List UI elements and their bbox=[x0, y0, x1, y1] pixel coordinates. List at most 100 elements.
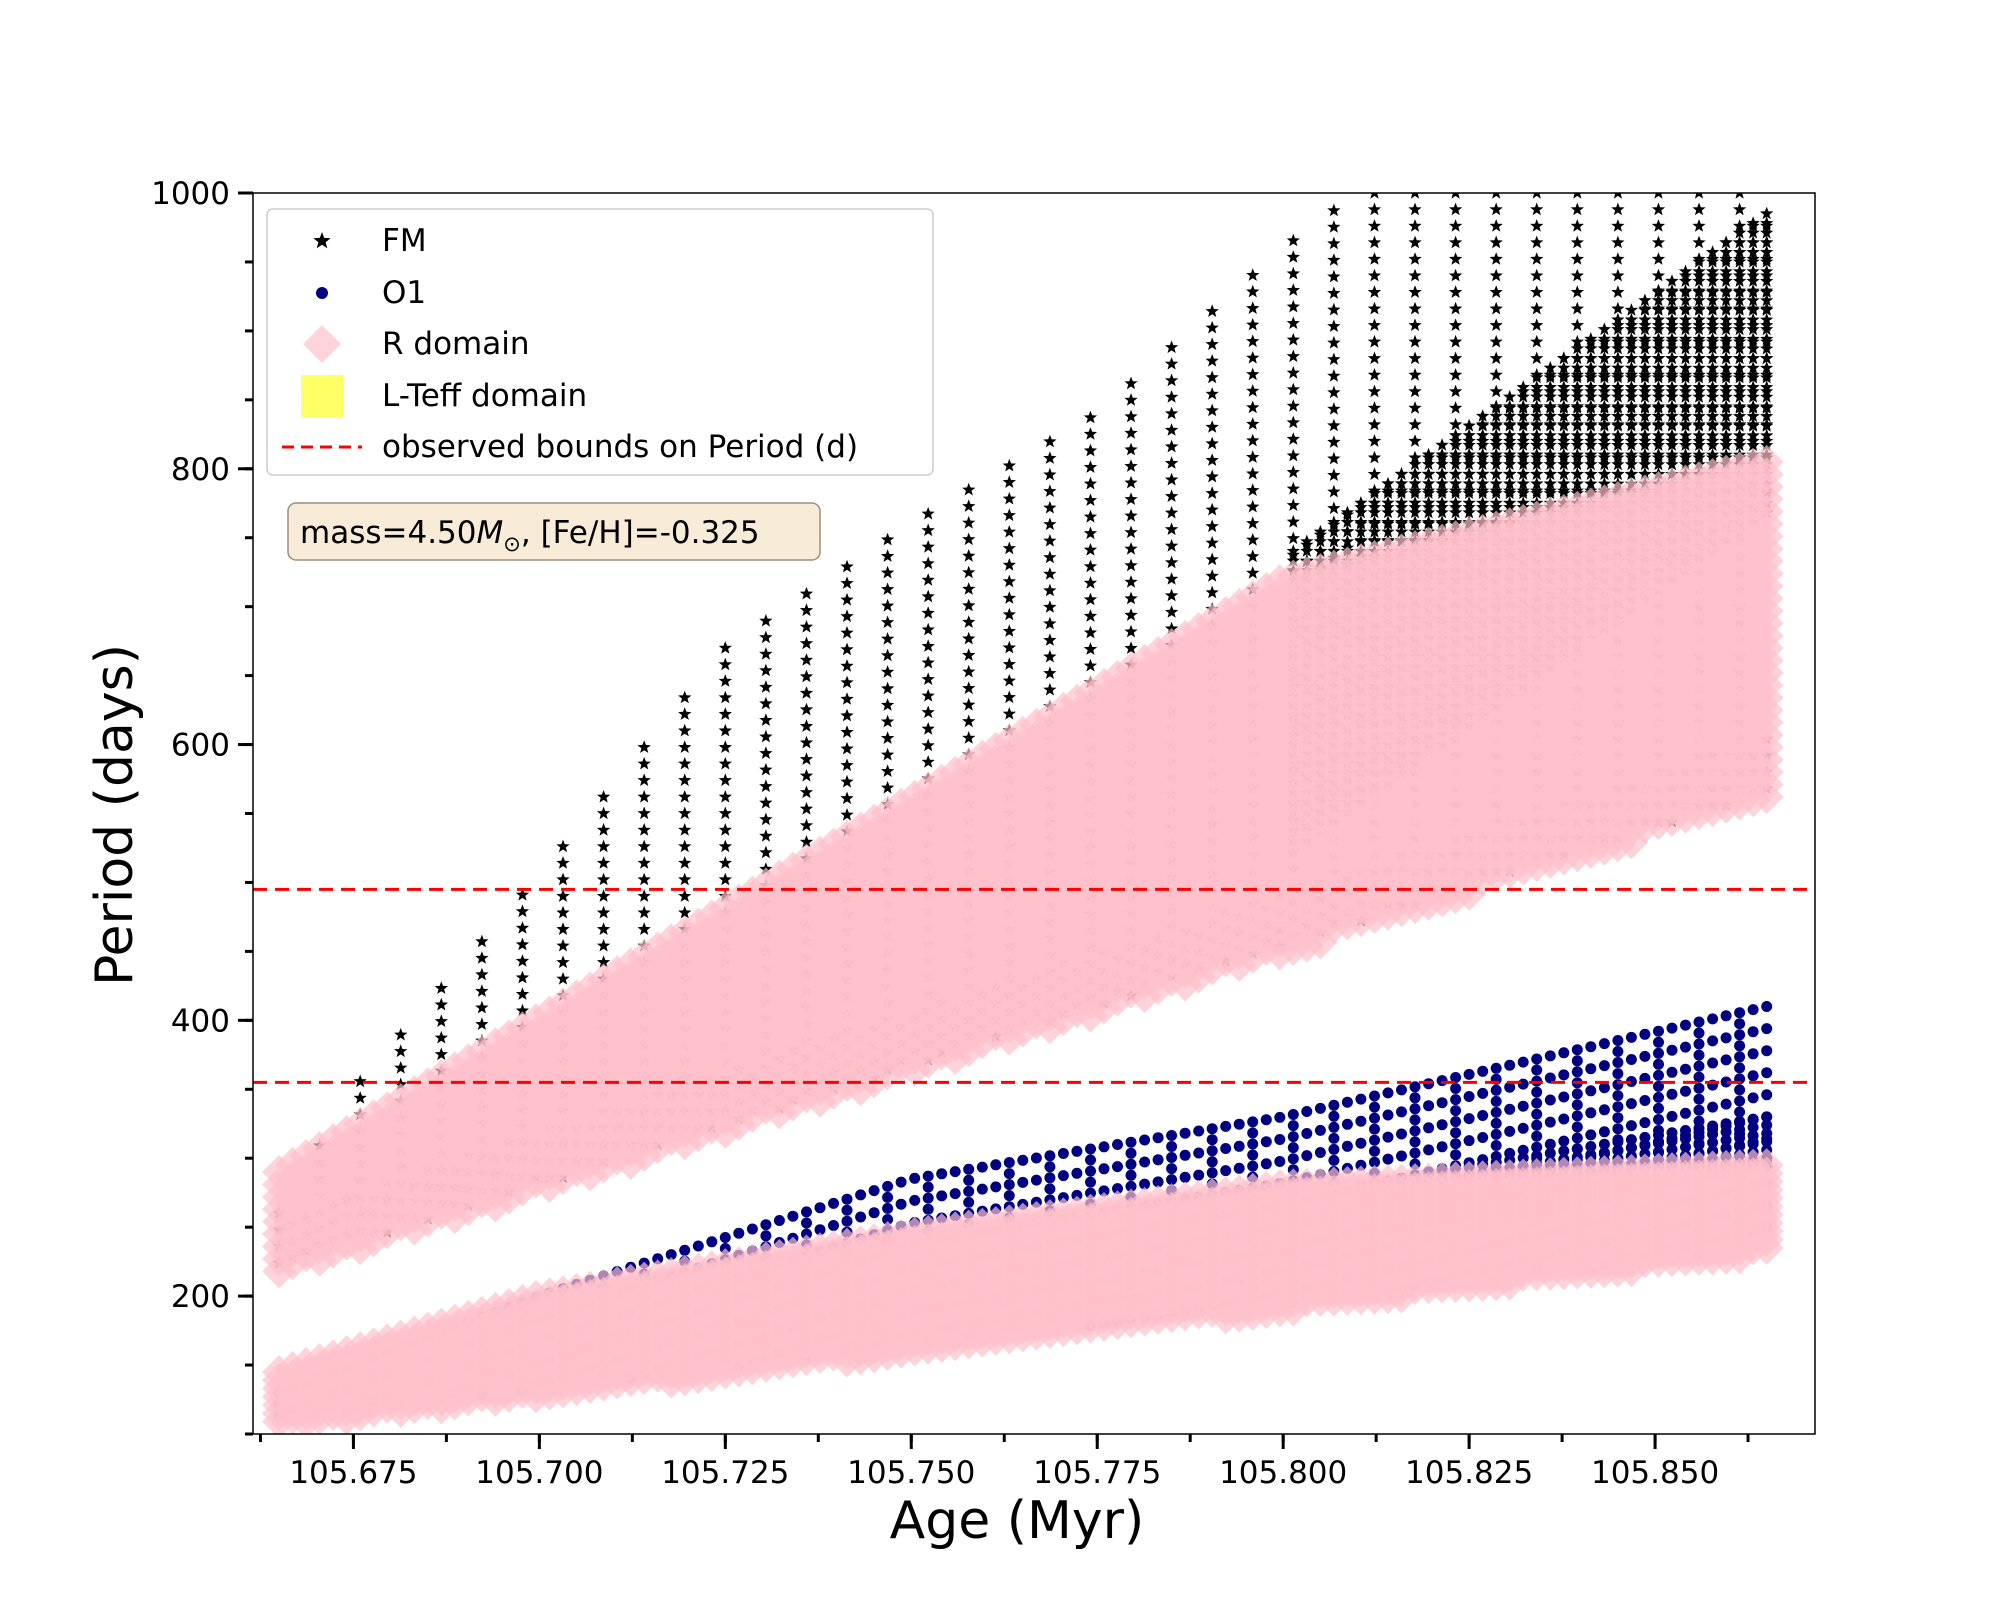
fm-point bbox=[1286, 544, 1300, 557]
fm-point bbox=[1327, 402, 1341, 415]
fm-point bbox=[515, 987, 530, 1000]
o1-point bbox=[1166, 1130, 1178, 1141]
fm-point bbox=[1638, 457, 1652, 471]
o1-point bbox=[1139, 1134, 1151, 1146]
fm-point bbox=[1286, 366, 1300, 379]
fm-point bbox=[1530, 285, 1544, 298]
o1-point bbox=[1598, 1104, 1610, 1116]
o1-point bbox=[990, 1181, 1002, 1193]
o1-point bbox=[1639, 1117, 1651, 1129]
fm-point bbox=[1516, 457, 1530, 471]
fm-point bbox=[1408, 434, 1422, 447]
fm-point bbox=[799, 818, 814, 832]
o1-point bbox=[1423, 1144, 1435, 1156]
fm-point bbox=[962, 664, 976, 678]
fm-point bbox=[1678, 399, 1693, 413]
fm-point bbox=[1557, 457, 1571, 471]
fm-point bbox=[962, 681, 976, 695]
fm-point bbox=[1462, 505, 1476, 519]
fm-point bbox=[1665, 419, 1679, 432]
fm-point bbox=[1760, 399, 1774, 413]
o1-point bbox=[1653, 1137, 1664, 1149]
o1-point bbox=[882, 1180, 894, 1192]
fm-point bbox=[1394, 476, 1409, 490]
o1-point bbox=[1260, 1136, 1272, 1148]
fm-point bbox=[1381, 524, 1395, 538]
o1-point bbox=[1639, 1095, 1651, 1106]
fm-point bbox=[880, 780, 895, 794]
o1-point bbox=[1369, 1090, 1380, 1102]
o1-point bbox=[922, 1192, 934, 1204]
fm-point bbox=[840, 758, 854, 771]
o1-point bbox=[1598, 1138, 1610, 1150]
fm-point bbox=[840, 692, 854, 705]
fm-point bbox=[1624, 428, 1639, 442]
o1-point bbox=[922, 1203, 934, 1215]
o1-point bbox=[963, 1163, 975, 1175]
o1-point bbox=[936, 1190, 948, 1202]
o1-point bbox=[1450, 1094, 1462, 1106]
fm-point bbox=[1530, 399, 1544, 413]
fm-point bbox=[1367, 467, 1382, 480]
fm-point bbox=[1286, 332, 1300, 346]
o1-point bbox=[1598, 1082, 1610, 1094]
fm-point bbox=[1164, 423, 1179, 436]
o1-point bbox=[1260, 1158, 1272, 1170]
fm-point bbox=[1760, 293, 1774, 307]
o1-point bbox=[1720, 1076, 1732, 1088]
fm-point bbox=[1313, 534, 1327, 548]
fm-point bbox=[1760, 226, 1774, 239]
fm-point bbox=[1408, 486, 1422, 499]
o1-point bbox=[1409, 1147, 1421, 1159]
o1-point bbox=[1612, 1090, 1624, 1102]
o1-point bbox=[1490, 1117, 1502, 1129]
fm-point bbox=[1651, 370, 1666, 384]
fm-point bbox=[1503, 476, 1517, 490]
o1-point bbox=[1680, 1125, 1691, 1136]
fm-point bbox=[1367, 496, 1382, 509]
fm-point bbox=[1327, 484, 1341, 498]
o1-point bbox=[1450, 1116, 1462, 1128]
o1-point bbox=[1517, 1152, 1529, 1164]
o1-point bbox=[1003, 1179, 1015, 1191]
fm-point bbox=[1570, 285, 1584, 298]
fm-point bbox=[1002, 475, 1016, 488]
o1-point bbox=[1571, 1044, 1583, 1056]
fm-point bbox=[1435, 438, 1449, 451]
fm-point bbox=[1164, 340, 1179, 354]
fm-point bbox=[1370, 193, 1379, 199]
o1-point bbox=[1098, 1163, 1110, 1175]
o1-point bbox=[1112, 1161, 1123, 1173]
o1-point bbox=[1612, 1046, 1624, 1057]
fm-point bbox=[596, 872, 611, 886]
fm-point bbox=[1705, 409, 1720, 422]
fm-point bbox=[1705, 399, 1720, 413]
fm-point bbox=[1408, 505, 1422, 519]
o1-point bbox=[760, 1230, 772, 1242]
fm-point bbox=[515, 888, 530, 901]
fm-point bbox=[637, 823, 651, 836]
fm-point bbox=[1760, 303, 1774, 316]
fm-point bbox=[1503, 457, 1517, 471]
fm-point bbox=[1367, 434, 1382, 447]
fm-point bbox=[1408, 351, 1422, 365]
o1-point bbox=[1220, 1120, 1232, 1132]
o1-point bbox=[1517, 1144, 1529, 1156]
fm-point bbox=[1286, 266, 1300, 280]
fm-point bbox=[1448, 301, 1463, 315]
fm-point bbox=[1543, 399, 1557, 413]
fm-point bbox=[1043, 633, 1057, 646]
fm-point bbox=[1638, 361, 1652, 374]
fm-point bbox=[1665, 447, 1679, 461]
fm-point bbox=[1489, 301, 1503, 315]
o1-point bbox=[801, 1228, 812, 1240]
fm-point bbox=[1665, 428, 1679, 442]
fm-point bbox=[678, 856, 692, 869]
fm-point bbox=[1246, 433, 1260, 447]
o1-point bbox=[1436, 1075, 1448, 1087]
o1-point bbox=[1477, 1110, 1489, 1121]
o1-point bbox=[1044, 1183, 1056, 1195]
fm-point bbox=[1489, 384, 1503, 398]
fm-point bbox=[1205, 304, 1219, 317]
fm-point bbox=[921, 705, 935, 719]
